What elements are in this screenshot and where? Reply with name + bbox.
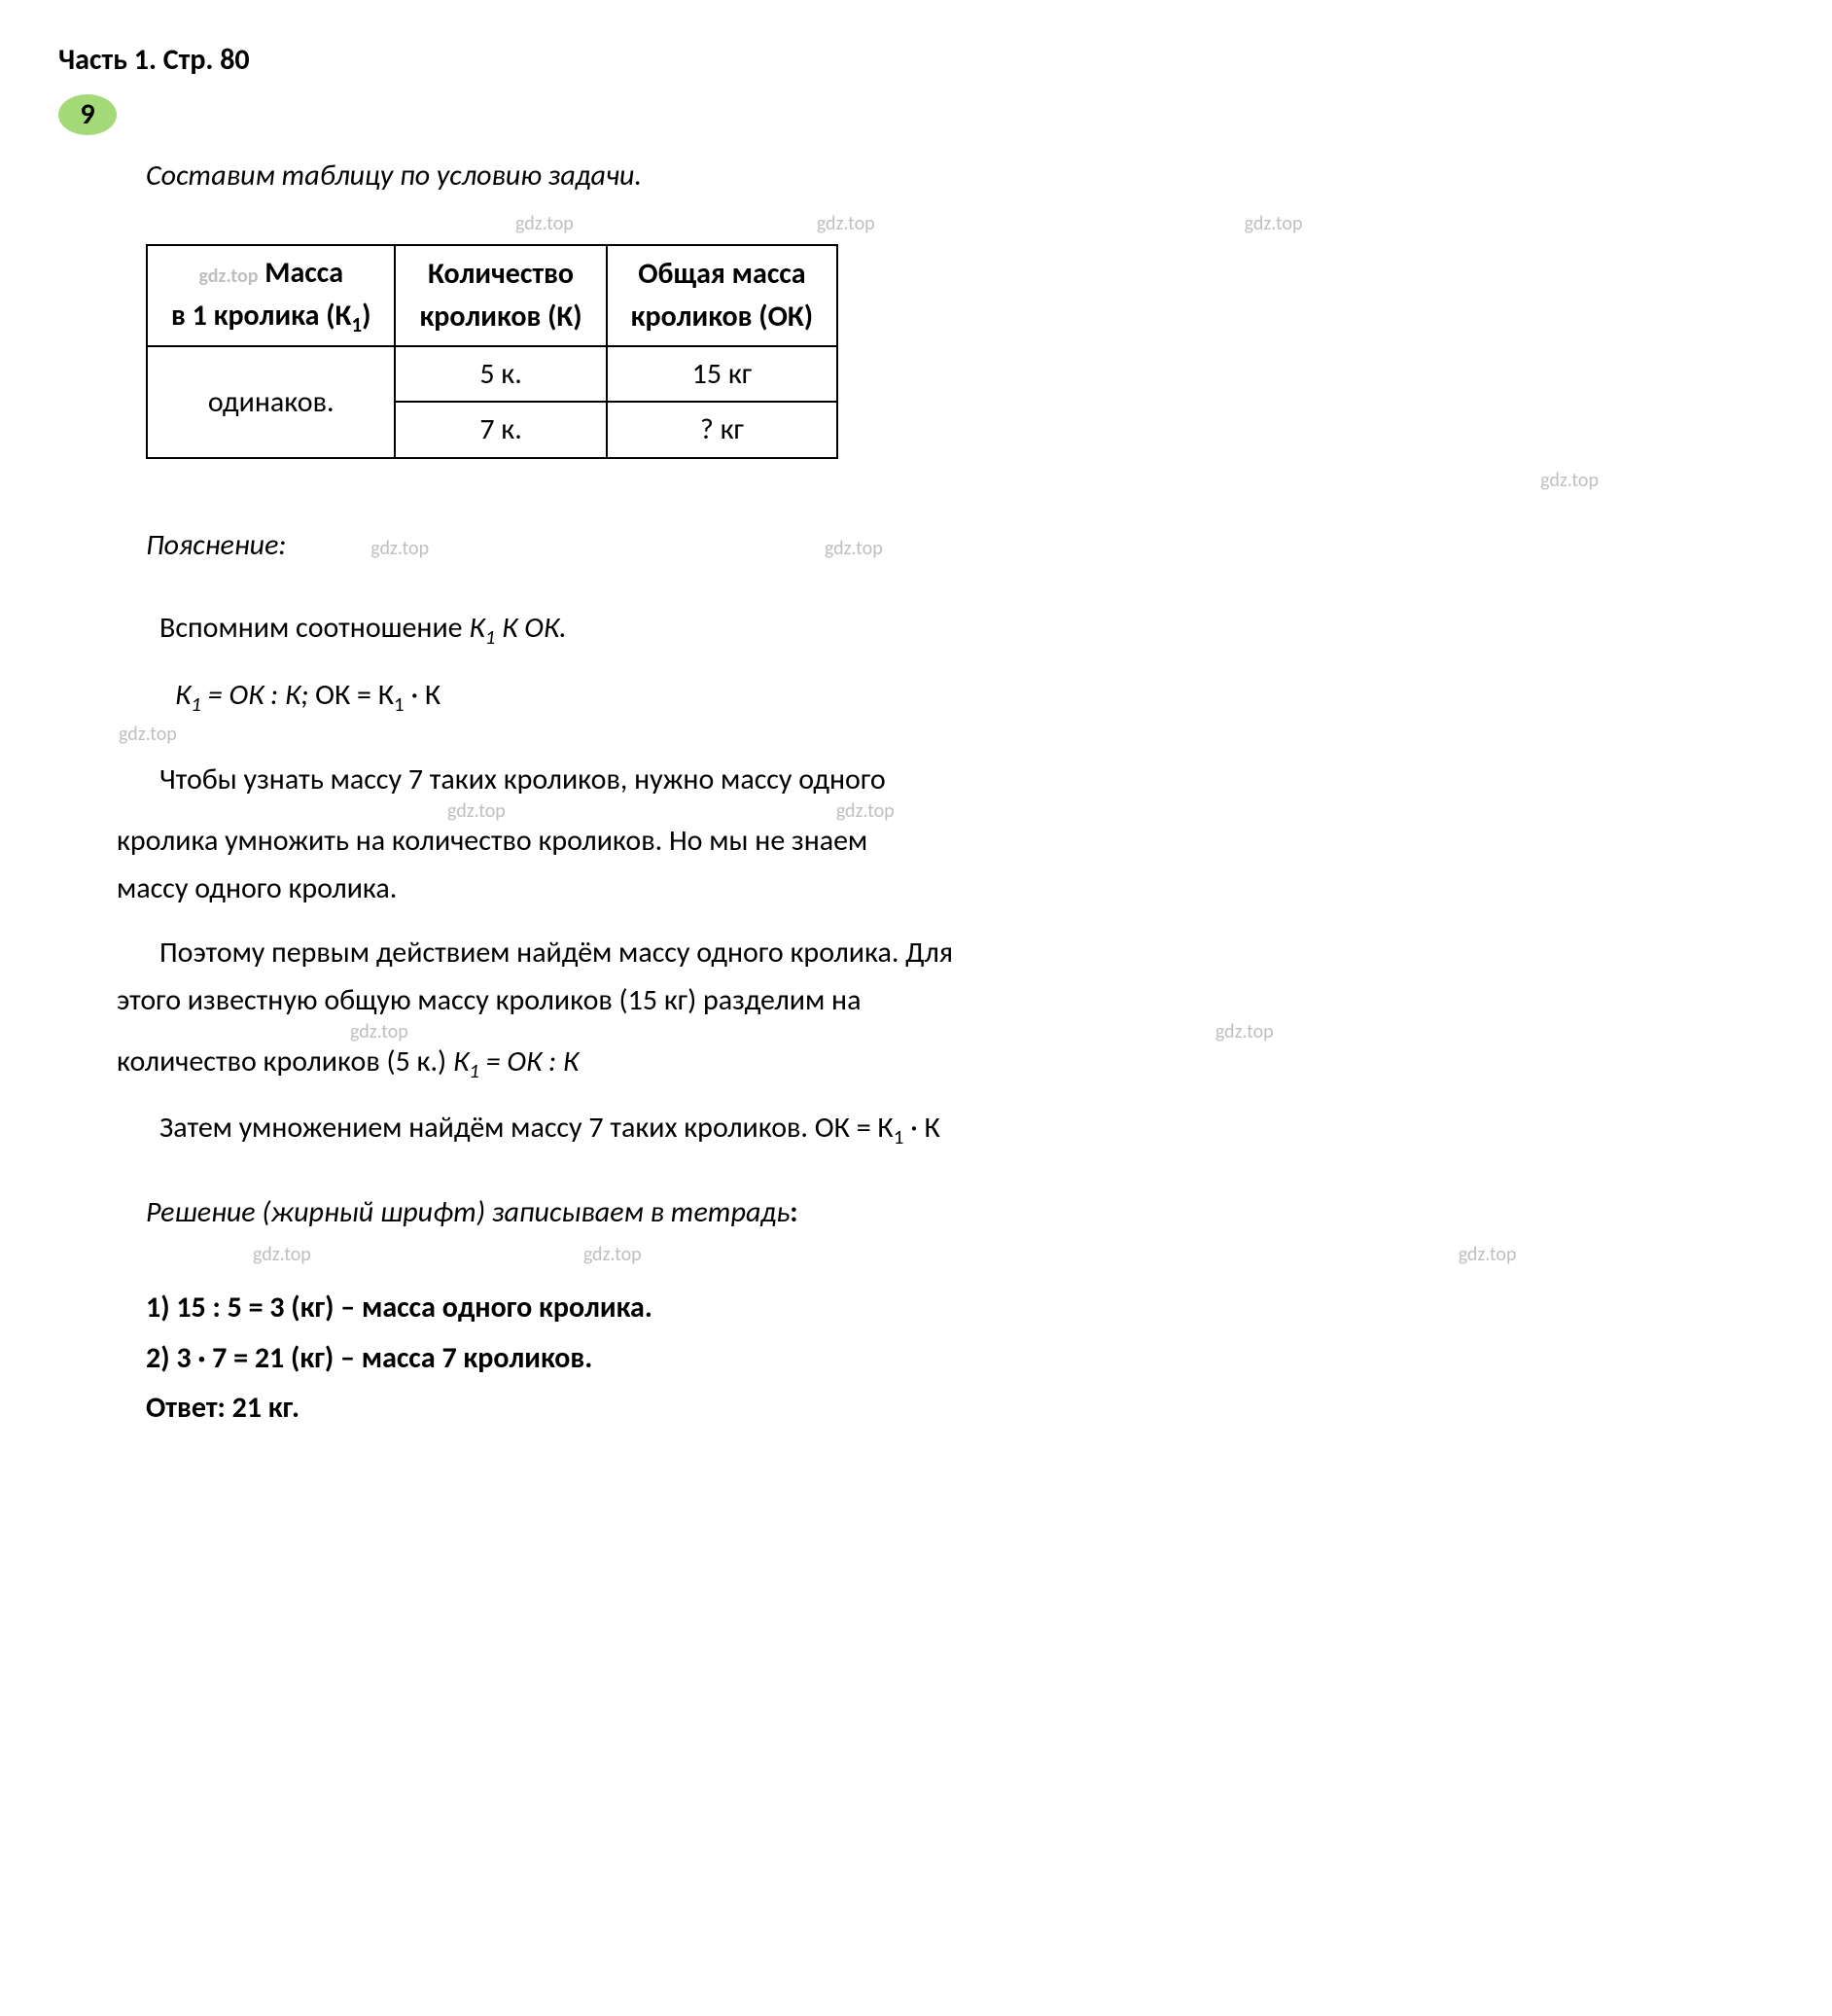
watermark: gdz.top <box>198 265 258 288</box>
relation-text: Вспомним соотношение <box>159 610 469 646</box>
watermark: gdz.top <box>1459 1241 1517 1269</box>
formula-b-rest: · К <box>405 677 440 713</box>
watermark: gdz.top <box>515 210 574 238</box>
paragraph-1-line3: массу одного кролика. <box>117 867 1774 910</box>
paragraph-3: Затем умножением найдём массу 7 таких кр… <box>117 1107 1774 1151</box>
header-close: ) <box>362 298 370 334</box>
watermark: gdz.top <box>253 1241 311 1269</box>
table-cell-merged: одинаков. <box>147 346 395 458</box>
var-k1: К <box>469 610 484 646</box>
table-cell: 15 кг <box>607 346 838 403</box>
solution-header-colon: : <box>790 1194 797 1230</box>
formula-line: К1 = ОК : К; ОК = К1 · К <box>175 674 1774 719</box>
table-header-count: Количество кроликов (К) <box>395 245 606 346</box>
subscript: 1 <box>351 312 362 337</box>
table-cell: 5 к. <box>395 346 606 403</box>
table-header-row: gdz.top Масса в 1 кролика (К1) Количеств… <box>147 245 837 346</box>
explanation-text: Пояснение: <box>146 527 286 563</box>
para2-line3-text: количество кроликов (5 к.) <box>117 1043 453 1079</box>
para3-text: Затем умножением найдём массу 7 таких кр… <box>159 1110 894 1146</box>
header-text: Количество <box>428 256 574 292</box>
formula-rest: = ОК : К <box>479 1043 579 1079</box>
watermark: gdz.top <box>1245 210 1303 238</box>
watermark: gdz.top <box>1215 1018 1274 1046</box>
relation-recall: Вспомним соотношение К1 К ОК. <box>117 607 1774 652</box>
paragraph-1-line2: кролика умножить на количество кроликов.… <box>117 820 1774 863</box>
paragraph-1-line1: Чтобы узнать массу 7 таких кроликов, нуж… <box>117 759 1774 801</box>
table-cell: 7 к. <box>395 402 606 458</box>
watermark: gdz.top <box>58 467 1774 495</box>
table-row: одинаков. 5 к. 15 кг <box>147 346 837 403</box>
var-k1: К <box>453 1043 469 1079</box>
explanation-label: Пояснение: gdz.top gdz.top <box>146 524 1774 567</box>
paragraph-2-line1: Поэтому первым действием найдём массу од… <box>117 932 1774 974</box>
subscript: 1 <box>894 1124 904 1149</box>
header-text: Масса <box>258 255 343 291</box>
relation-mid: К ОК. <box>495 610 566 646</box>
page-header: Часть 1. Стр. 80 <box>58 39 1774 82</box>
paragraph-2-line3: количество кроликов (5 к.) К1 = ОК : К <box>117 1041 1774 1085</box>
table-cell: ? кг <box>607 402 838 458</box>
formula-a-rest: = ОК : К; <box>201 677 308 713</box>
subscript: 1 <box>485 624 496 650</box>
var-k1: К <box>175 677 191 713</box>
watermark: gdz.top <box>825 537 883 560</box>
formula-b: ОК = К <box>308 677 394 713</box>
problem-data-table: gdz.top Масса в 1 кролика (К1) Количеств… <box>146 244 838 459</box>
header-text-line2: кроликов (К) <box>419 299 581 335</box>
solution-header: Решение (жирный шрифт) записываем в тетр… <box>146 1191 1774 1234</box>
watermark: gdz.top <box>370 537 429 560</box>
watermark: gdz.top <box>583 1241 642 1269</box>
watermark: gdz.top <box>817 210 875 238</box>
watermark: gdz.top <box>119 721 1774 749</box>
header-text-line2: кроликов (ОК) <box>631 299 814 335</box>
table-header-total-mass: Общая масса кроликов (ОК) <box>607 245 838 346</box>
intro-text: Составим таблицу по условию задачи. <box>146 155 1774 197</box>
paragraph-2-line2: этого известную общую массу кроликов (15… <box>117 979 1774 1022</box>
subscript: 1 <box>394 691 405 717</box>
header-text-line2: в 1 кролика (К <box>171 298 351 334</box>
subscript: 1 <box>191 691 201 717</box>
problem-number-badge: 9 <box>58 94 117 135</box>
subscript: 1 <box>469 1058 479 1083</box>
table-header-mass-per: gdz.top Масса в 1 кролика (К1) <box>147 245 395 346</box>
watermark-row: gdz.top gdz.top gdz.top <box>58 1241 1774 1269</box>
solution-answer: Ответ: 21 кг. <box>146 1387 1774 1430</box>
para3-rest: · К <box>903 1110 939 1146</box>
solution-step-1: 1) 15 : 5 = 3 (кг) – масса одного кролик… <box>146 1287 1774 1329</box>
solution-step-2: 2) 3 · 7 = 21 (кг) – масса 7 кроликов. <box>146 1337 1774 1380</box>
solution-header-text: Решение (жирный шрифт) записываем в тетр… <box>146 1194 790 1230</box>
header-text: Общая масса <box>638 256 805 292</box>
watermark-row-1: gdz.top gdz.top gdz.top <box>58 210 1774 238</box>
